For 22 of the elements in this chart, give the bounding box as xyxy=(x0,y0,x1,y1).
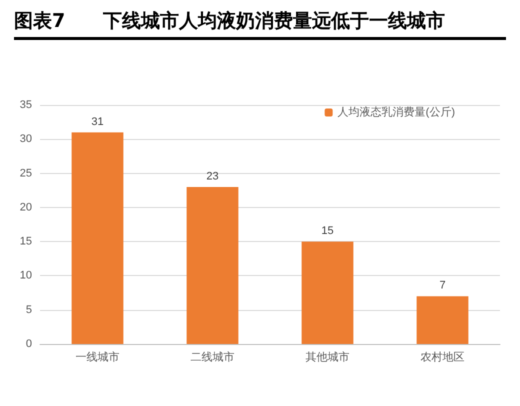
bar xyxy=(72,132,124,344)
x-tick-label: 二线城市 xyxy=(190,350,234,364)
legend-label: 人均液态乳消费量(公斤) xyxy=(338,106,455,118)
x-tick-label: 其他城市 xyxy=(306,350,350,364)
bar xyxy=(416,296,468,344)
y-tick-label: 20 xyxy=(20,201,32,214)
bar xyxy=(302,242,354,344)
y-tick-label: 0 xyxy=(26,338,32,350)
chart-title: 图表7 下线城市人均液奶消费量远低于一线城市 xyxy=(14,8,506,40)
bar xyxy=(186,186,238,344)
data-label: 23 xyxy=(206,170,219,182)
x-tick-label: 农村地区 xyxy=(420,350,464,364)
y-tick-label: 15 xyxy=(20,236,32,248)
y-tick-label: 25 xyxy=(20,167,32,180)
y-tick-label: 10 xyxy=(20,270,32,282)
y-tick-label: 5 xyxy=(26,304,32,316)
data-label: 7 xyxy=(439,280,446,292)
y-tick-label: 35 xyxy=(20,99,32,111)
y-tick-label: 30 xyxy=(20,133,32,146)
data-label: 31 xyxy=(91,116,104,128)
data-label: 15 xyxy=(321,225,334,238)
x-tick-label: 一线城市 xyxy=(76,350,120,364)
